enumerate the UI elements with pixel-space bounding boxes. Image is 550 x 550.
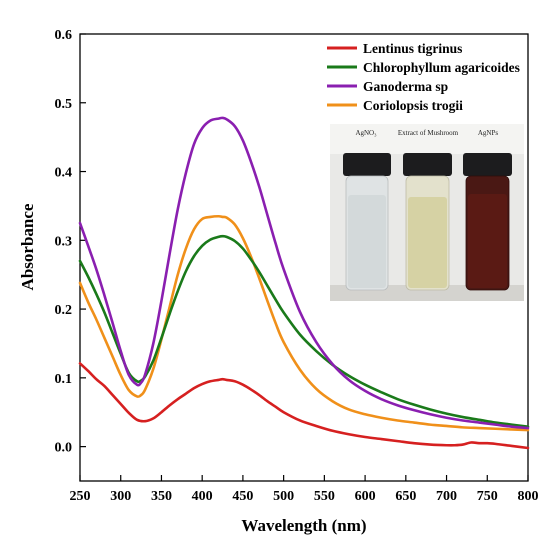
legend-label: Chlorophyllum agaricoides	[363, 60, 520, 75]
x-tick-label: 800	[518, 489, 539, 504]
series-line-2	[78, 116, 530, 430]
x-tick-label: 550	[314, 489, 335, 504]
inset-label-agno3: AgNO₃	[355, 129, 377, 137]
inset-photo: AgNO₃ Extract of Mushroom AgNPs	[330, 124, 524, 301]
legend-label: Ganoderma sp	[363, 79, 448, 94]
x-tick-label: 300	[110, 489, 131, 504]
x-tick-label: 700	[436, 489, 457, 504]
y-tick-label: 0.0	[55, 441, 73, 456]
y-tick-label: 0.4	[55, 166, 73, 181]
y-tick-label: 0.3	[55, 234, 73, 249]
x-tick-label: 650	[395, 489, 416, 504]
legend-label: Lentinus tigrinus	[363, 41, 462, 56]
vial-cap	[463, 153, 512, 176]
vial-agnps	[463, 153, 512, 291]
x-tick-label: 400	[192, 489, 213, 504]
inset-label-agnps: AgNPs	[478, 129, 499, 137]
series-lines	[78, 116, 530, 450]
legend-label: Coriolopsis trogii	[363, 98, 463, 113]
legend: Lentinus tigrinus Chlorophyllum agaricoid…	[327, 41, 520, 113]
x-axis-title: Wavelength (nm)	[241, 516, 366, 535]
vial-extract	[403, 153, 452, 291]
y-tick-label: 0.2	[55, 303, 73, 318]
vial-cap	[403, 153, 452, 176]
y-axis: 0.0 0.1 0.2 0.3 0.4 0.5 0.6	[55, 28, 86, 456]
x-tick-label: 250	[70, 489, 91, 504]
y-axis-title: Absorbance	[18, 203, 37, 290]
series-line-3	[78, 214, 530, 432]
series-line-0	[78, 362, 530, 450]
x-tick-label: 500	[273, 489, 294, 504]
inset-top-band	[330, 124, 524, 154]
inset-label-extract: Extract of Mushroom	[398, 129, 459, 137]
vial-agno3	[343, 153, 391, 291]
x-tick-label: 600	[355, 489, 376, 504]
x-tick-label: 350	[151, 489, 172, 504]
y-tick-label: 0.1	[55, 372, 73, 387]
vial-liquid	[408, 197, 447, 288]
vial-liquid	[348, 195, 386, 288]
vial-liquid	[468, 194, 507, 288]
x-tick-label: 450	[232, 489, 253, 504]
x-tick-label: 750	[477, 489, 498, 504]
y-tick-label: 0.6	[55, 28, 73, 43]
vial-cap	[343, 153, 391, 176]
series-line-1	[78, 234, 530, 428]
x-axis: 250 300 350 400 450 500 550 600 650 700 750 800	[70, 475, 539, 504]
y-tick-label: 0.5	[55, 97, 73, 112]
